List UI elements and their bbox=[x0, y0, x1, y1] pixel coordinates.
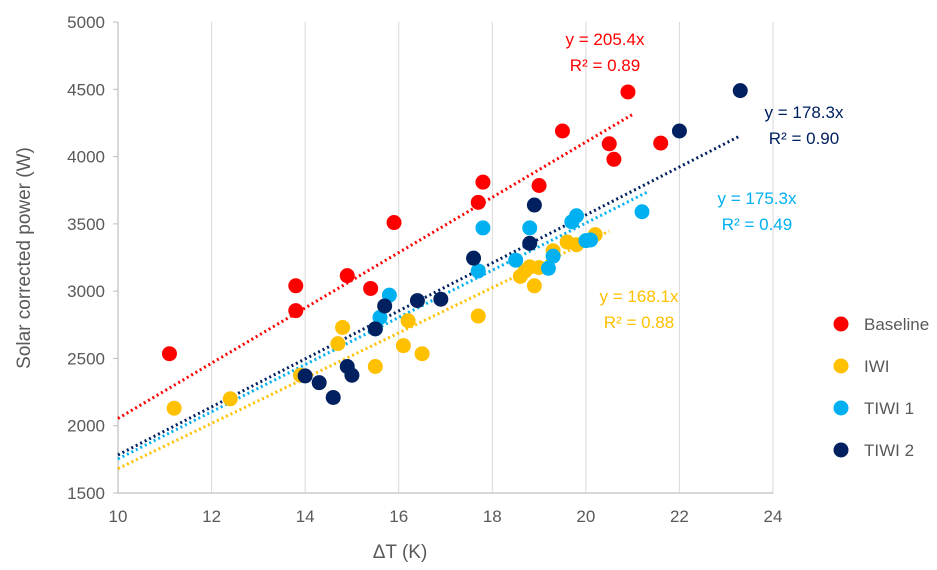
legend-label: TIWI 1 bbox=[864, 399, 914, 418]
point-baseline bbox=[601, 136, 617, 152]
point-tiwi-1 bbox=[372, 309, 388, 325]
x-tick-label: 18 bbox=[483, 507, 502, 526]
point-baseline bbox=[363, 280, 379, 296]
legend-marker bbox=[833, 442, 849, 458]
point-iwi bbox=[526, 278, 542, 294]
trendline-r2: R² = 0.90 bbox=[769, 129, 839, 148]
point-tiwi-2 bbox=[671, 123, 687, 139]
point-baseline bbox=[288, 278, 304, 294]
x-tick-label: 22 bbox=[670, 507, 689, 526]
point-tiwi-2 bbox=[325, 389, 341, 405]
point-tiwi-2 bbox=[344, 367, 360, 383]
legend-marker bbox=[833, 400, 849, 416]
point-iwi bbox=[166, 400, 182, 416]
point-tiwi-2 bbox=[367, 321, 383, 337]
point-tiwi-2 bbox=[433, 291, 449, 307]
point-tiwi-1 bbox=[540, 260, 556, 276]
trendline-equation: y = 175.3x bbox=[718, 189, 797, 208]
point-tiwi-1 bbox=[545, 248, 561, 264]
point-tiwi-1 bbox=[583, 232, 599, 248]
point-tiwi-2 bbox=[311, 375, 327, 391]
trendline-tiwi-2 bbox=[117, 134, 741, 457]
point-tiwi-2 bbox=[732, 83, 748, 99]
point-iwi bbox=[222, 391, 238, 407]
trendline-r2: R² = 0.88 bbox=[604, 313, 674, 332]
point-tiwi-1 bbox=[569, 208, 584, 224]
legend-marker bbox=[833, 358, 849, 374]
x-tick-label: 20 bbox=[576, 507, 595, 526]
point-baseline bbox=[606, 151, 622, 167]
x-tick-label: 14 bbox=[296, 507, 315, 526]
trendline-equation: y = 178.3x bbox=[765, 103, 844, 122]
point-baseline bbox=[554, 123, 570, 139]
x-tick-label: 12 bbox=[202, 507, 221, 526]
y-axis-title: Solar corrected power (W) bbox=[14, 147, 35, 369]
point-iwi bbox=[414, 346, 430, 362]
point-tiwi-2 bbox=[466, 250, 482, 266]
y-tick-label: 2000 bbox=[67, 417, 105, 436]
y-tick-label: 1500 bbox=[67, 484, 105, 503]
point-baseline bbox=[339, 268, 355, 284]
legend-label: Baseline bbox=[864, 315, 929, 334]
point-baseline bbox=[470, 194, 486, 210]
x-tick-label: 10 bbox=[109, 507, 128, 526]
legend-label: TIWI 2 bbox=[864, 441, 914, 460]
point-iwi bbox=[335, 319, 351, 335]
point-tiwi-2 bbox=[297, 368, 313, 384]
point-tiwi-1 bbox=[634, 204, 650, 220]
legend-marker bbox=[833, 316, 849, 332]
y-tick-label: 5000 bbox=[67, 13, 105, 32]
point-baseline bbox=[386, 215, 402, 231]
trendline-equation: y = 205.4x bbox=[566, 30, 645, 49]
point-tiwi-2 bbox=[522, 235, 538, 251]
point-tiwi-1 bbox=[522, 220, 538, 236]
point-iwi bbox=[367, 359, 383, 375]
point-tiwi-2 bbox=[377, 298, 393, 314]
x-axis-title: ΔT (K) bbox=[373, 542, 428, 563]
point-baseline bbox=[531, 178, 547, 194]
y-tick-label: 4000 bbox=[67, 148, 105, 167]
grid bbox=[211, 22, 774, 493]
y-tick-label: 2500 bbox=[67, 349, 105, 368]
point-baseline bbox=[288, 303, 304, 319]
point-baseline bbox=[161, 346, 177, 362]
point-tiwi-1 bbox=[470, 263, 486, 279]
y-tick-label: 3500 bbox=[67, 215, 105, 234]
trendline-equations: y = 205.4x R² = 0.89 y = 168.1x R² = 0.88 y … bbox=[566, 30, 844, 332]
point-tiwi-2 bbox=[526, 197, 542, 213]
point-iwi bbox=[470, 308, 486, 324]
point-baseline bbox=[620, 84, 636, 100]
y-tick-label: 4500 bbox=[67, 80, 105, 99]
trendlines bbox=[117, 113, 741, 470]
y-tick-label: 3000 bbox=[67, 282, 105, 301]
point-iwi bbox=[395, 338, 411, 354]
trendline-tiwi-1 bbox=[117, 191, 648, 461]
axes: 10 12 14 16 18 20 22 24 1500 2000 2500 3000 3500 4000… bbox=[67, 13, 782, 526]
trendline-r2: R² = 0.89 bbox=[570, 56, 640, 75]
data-points bbox=[161, 83, 748, 416]
trendline-iwi bbox=[117, 229, 610, 470]
point-tiwi-2 bbox=[409, 293, 425, 309]
point-baseline bbox=[653, 135, 669, 151]
x-tick-label: 24 bbox=[764, 507, 783, 526]
point-iwi bbox=[400, 313, 416, 329]
legend-label: IWI bbox=[864, 357, 890, 376]
point-tiwi-1 bbox=[508, 252, 524, 268]
point-tiwi-1 bbox=[475, 220, 491, 236]
legend: Baseline IWI TIWI 1 TIWI 2 bbox=[833, 315, 929, 460]
trendline-equation: y = 168.1x bbox=[600, 287, 679, 306]
point-baseline bbox=[475, 174, 491, 190]
x-tick-label: 16 bbox=[389, 507, 408, 526]
trendline-r2: R² = 0.49 bbox=[722, 215, 792, 234]
point-iwi bbox=[330, 336, 346, 352]
